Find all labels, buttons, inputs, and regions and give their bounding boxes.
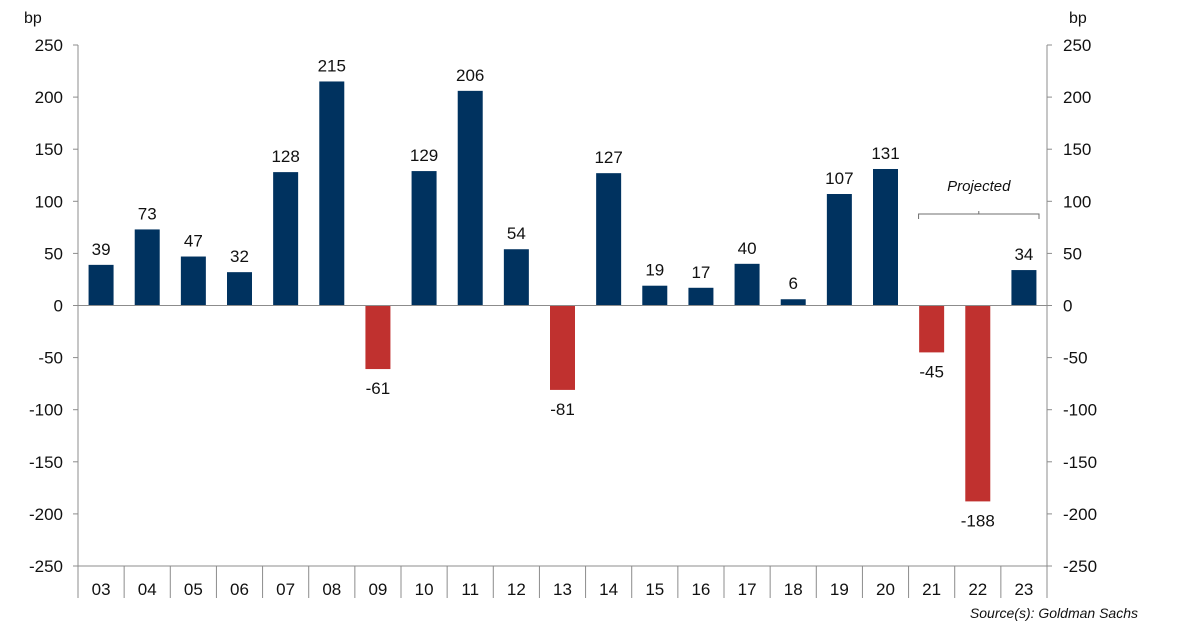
bar-value-label: 206: [456, 66, 484, 85]
y-tick-label-right: 100: [1063, 192, 1091, 211]
bar-19: [826, 194, 852, 306]
bar-11: [457, 90, 483, 306]
bar-value-label: 19: [645, 261, 664, 280]
bar-value-label: 32: [230, 247, 249, 266]
bar-value-label: 40: [738, 239, 757, 258]
bar-23: [1011, 270, 1037, 306]
bar-value-label: 131: [871, 144, 899, 163]
x-tick-label: 20: [876, 580, 895, 599]
x-tick-label: 13: [553, 580, 572, 599]
bar-value-label: 54: [507, 224, 526, 243]
x-tick-label: 04: [138, 580, 157, 599]
y-tick-label-left: -100: [29, 401, 63, 420]
bar-18: [780, 299, 806, 306]
bar-value-label: 215: [318, 56, 346, 75]
x-tick-label: 18: [784, 580, 803, 599]
bar-value-label: 47: [184, 232, 203, 251]
projected-label: Projected: [947, 178, 1011, 195]
bar-value-label: 127: [594, 148, 622, 167]
y-tick-label-right: 50: [1063, 244, 1082, 263]
x-tick-label: 22: [968, 580, 987, 599]
y-tick-label-right: -50: [1063, 349, 1088, 368]
bar-10: [411, 171, 437, 306]
x-tick-label: 21: [922, 580, 941, 599]
y-tick-label-left: 200: [35, 88, 63, 107]
bar-value-label: 107: [825, 169, 853, 188]
x-tick-label: 14: [599, 580, 618, 599]
bar-16: [688, 287, 714, 306]
y-tick-label-left: -200: [29, 505, 63, 524]
bar-value-label: -45: [919, 362, 944, 381]
bar-value-label: -188: [961, 511, 995, 530]
y-tick-label-right: 200: [1063, 88, 1091, 107]
bar-03: [88, 264, 114, 306]
y-tick-label-right: 250: [1063, 36, 1091, 55]
bar-value-label: -61: [366, 379, 391, 398]
x-tick-label: 09: [368, 580, 387, 599]
bar-value-label: 39: [92, 240, 111, 259]
axis-lines: [77, 45, 1048, 598]
x-tick-label: 23: [1014, 580, 1033, 599]
bar-12: [503, 249, 529, 306]
bar-09: [365, 305, 391, 370]
x-tick-label: 17: [738, 580, 757, 599]
bar-14: [596, 173, 622, 306]
bar-04: [134, 229, 160, 306]
y-tick-label-left: -150: [29, 453, 63, 472]
y-tick-label-right: 0: [1063, 297, 1072, 316]
y-tick-label-right: -200: [1063, 505, 1097, 524]
x-tick-label: 15: [645, 580, 664, 599]
bar-value-label: 6: [788, 274, 797, 293]
y-tick-label-right: -150: [1063, 453, 1097, 472]
bar-value-label: 128: [271, 147, 299, 166]
y-tick-label-right: -250: [1063, 557, 1097, 576]
y-tick-label-left: -250: [29, 557, 63, 576]
bar-value-label: 17: [691, 263, 710, 282]
x-tick-label: 06: [230, 580, 249, 599]
x-tick-label: 07: [276, 580, 295, 599]
x-tick-label: 19: [830, 580, 849, 599]
y-tick-label-left: 250: [35, 36, 63, 55]
bar-value-label: 34: [1014, 245, 1033, 264]
y-tick-label-left: 100: [35, 192, 63, 211]
bar-value-label: 129: [410, 146, 438, 165]
bar-21: [919, 305, 945, 353]
bar-07: [273, 172, 299, 306]
bar-13: [550, 305, 575, 390]
bar-20: [873, 168, 898, 306]
bar-labels-group: 39 73 47 32 128 215 -61 129 206 54 -81 127 19 17 40 6 10…: [92, 56, 1034, 530]
y-axis-unit-right: bp: [1069, 10, 1087, 27]
y-tick-label-left: 0: [54, 297, 63, 316]
y-tick-label-left: -50: [38, 349, 63, 368]
x-tick-label: 16: [691, 580, 710, 599]
y-tick-label-right: 150: [1063, 140, 1091, 159]
y-axis-left: 250 200 150 100 50 0 -50 -100 -150 -200 -250: [29, 36, 78, 576]
x-tick-label: 11: [461, 580, 479, 599]
x-tick-label: 10: [415, 580, 434, 599]
x-tick-label: 08: [322, 580, 341, 599]
y-tick-label-right: -100: [1063, 401, 1097, 420]
projected-annotation: Projected: [918, 178, 1040, 219]
x-tick-label: 03: [92, 580, 111, 599]
projected-bracket: [918, 213, 1040, 219]
bar-05: [180, 256, 206, 306]
bars-group: [88, 81, 1037, 502]
y-axis-unit-left: bp: [24, 10, 42, 27]
bar-08: [319, 81, 345, 306]
x-tick-label: 12: [507, 580, 526, 599]
bar-06: [227, 272, 252, 306]
y-tick-label-left: 50: [44, 244, 63, 263]
bar-value-label: -81: [550, 400, 575, 419]
bar-22: [965, 305, 991, 502]
source-label: Source(s): Goldman Sachs: [970, 605, 1138, 621]
x-tick-label: 05: [184, 580, 203, 599]
bar-17: [734, 263, 760, 306]
y-tick-label-left: 150: [35, 140, 63, 159]
y-axis-right: 250 200 150 100 50 0 -50 -100 -150 -200 -250: [1047, 36, 1097, 576]
bar-15: [642, 285, 668, 306]
bar-value-label: 73: [138, 204, 157, 223]
x-axis-labels: 03 04 05 06 07 08 09 10 11 12 13 14 15 16 17 18 19 20 21 22…: [92, 580, 1034, 599]
